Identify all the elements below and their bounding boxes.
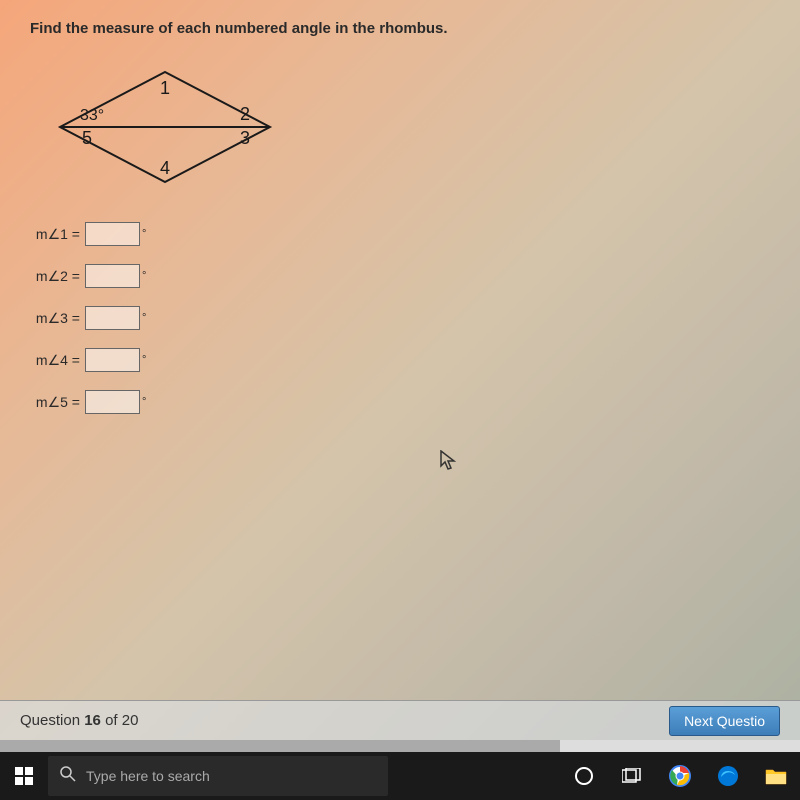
degree-symbol: ° bbox=[142, 312, 146, 324]
search-placeholder: Type here to search bbox=[86, 768, 210, 784]
degree-symbol: ° bbox=[142, 354, 146, 366]
angle-1-input-label: m∠1 = bbox=[30, 226, 80, 243]
search-icon bbox=[60, 766, 76, 786]
horizontal-scrollbar[interactable] bbox=[0, 740, 800, 752]
rhombus-diagram: 33° 1 2 3 4 5 bbox=[40, 62, 290, 192]
cortana-icon[interactable] bbox=[560, 752, 608, 800]
degree-symbol: ° bbox=[142, 228, 146, 240]
angle-2-input-label: m∠2 = bbox=[30, 268, 80, 285]
rhombus-svg: 33° 1 2 3 4 5 bbox=[40, 62, 290, 192]
angle-4-label: 4 bbox=[160, 158, 170, 178]
chrome-icon[interactable] bbox=[656, 752, 704, 800]
angle-inputs-group: m∠1 = ° m∠2 = ° m∠3 = ° m∠4 = ° m∠5 = ° bbox=[30, 222, 770, 414]
angle-5-input-label: m∠5 = bbox=[30, 394, 80, 411]
task-view-icon[interactable] bbox=[608, 752, 656, 800]
angle-2-label: 2 bbox=[240, 104, 250, 124]
angle-5-label: 5 bbox=[82, 128, 92, 148]
question-footer: Question 16 of 20 Next Questio bbox=[0, 700, 800, 740]
angle-5-input[interactable] bbox=[85, 390, 140, 414]
start-button[interactable] bbox=[0, 752, 48, 800]
angle-3-label: 3 bbox=[240, 128, 250, 148]
question-counter: Question 16 of 20 bbox=[20, 712, 138, 729]
degree-symbol: ° bbox=[142, 270, 146, 282]
windows-taskbar: Type here to search bbox=[0, 752, 800, 800]
angle-input-row: m∠1 = ° bbox=[30, 222, 770, 246]
next-question-button[interactable]: Next Questio bbox=[669, 706, 780, 736]
given-angle-label: 33° bbox=[80, 107, 104, 124]
question-prompt: Find the measure of each numbered angle … bbox=[30, 20, 770, 37]
counter-mid: of bbox=[101, 712, 122, 729]
angle-3-input[interactable] bbox=[85, 306, 140, 330]
angle-1-label: 1 bbox=[160, 78, 170, 98]
counter-current: 16 bbox=[84, 712, 101, 729]
file-explorer-icon[interactable] bbox=[752, 752, 800, 800]
degree-symbol: ° bbox=[142, 396, 146, 408]
angle-4-input[interactable] bbox=[85, 348, 140, 372]
angle-3-input-label: m∠3 = bbox=[30, 310, 80, 327]
taskbar-icons bbox=[560, 752, 800, 800]
mouse-cursor-icon bbox=[440, 450, 458, 478]
edge-icon[interactable] bbox=[704, 752, 752, 800]
counter-total: 20 bbox=[122, 712, 139, 729]
angle-input-row: m∠5 = ° bbox=[30, 390, 770, 414]
angle-input-row: m∠2 = ° bbox=[30, 264, 770, 288]
taskbar-search[interactable]: Type here to search bbox=[48, 756, 388, 796]
angle-1-input[interactable] bbox=[85, 222, 140, 246]
scrollbar-thumb[interactable] bbox=[0, 740, 560, 752]
angle-input-row: m∠3 = ° bbox=[30, 306, 770, 330]
windows-icon bbox=[15, 767, 33, 785]
angle-input-row: m∠4 = ° bbox=[30, 348, 770, 372]
counter-prefix: Question bbox=[20, 712, 84, 729]
angle-2-input[interactable] bbox=[85, 264, 140, 288]
angle-4-input-label: m∠4 = bbox=[30, 352, 80, 369]
question-content: Find the measure of each numbered angle … bbox=[0, 0, 800, 720]
